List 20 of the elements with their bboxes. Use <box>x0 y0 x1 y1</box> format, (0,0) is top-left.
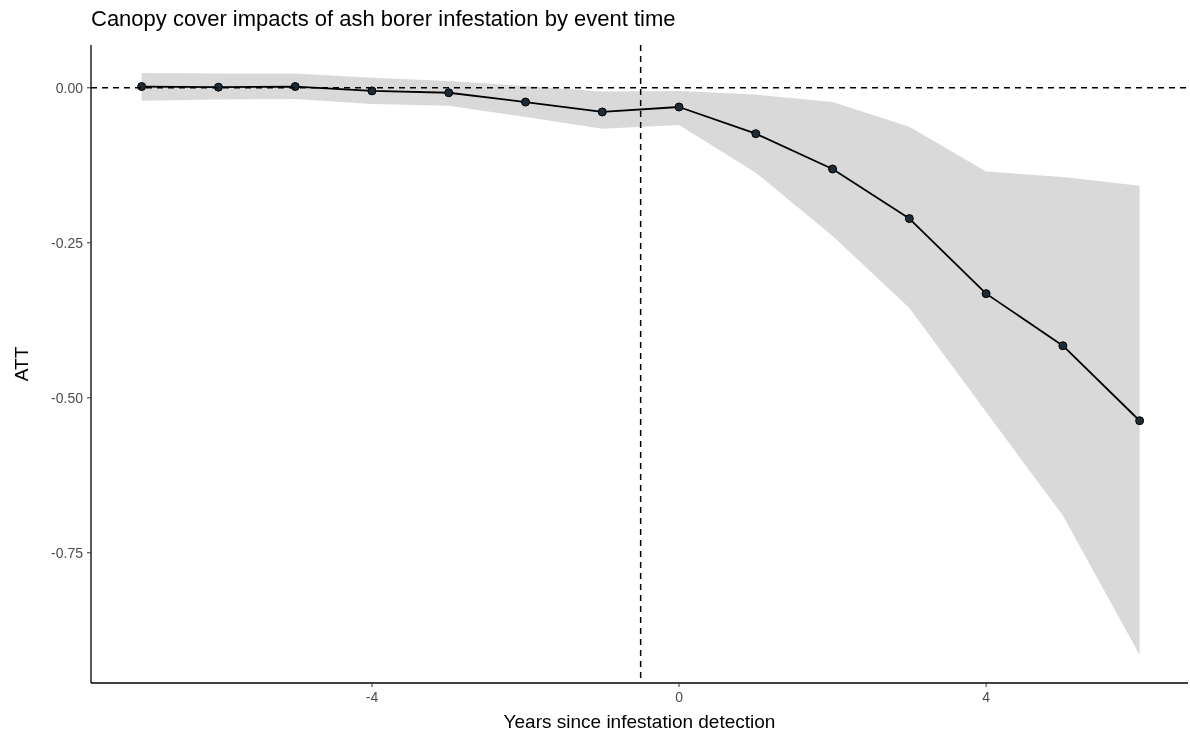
x-axis-title: Years since infestation detection <box>503 711 776 732</box>
point <box>521 97 530 107</box>
y-tick-label: -0.50 <box>51 389 84 406</box>
x-tick-label: 0 <box>675 689 684 705</box>
x-tick-label: 4 <box>982 689 991 705</box>
y-tick-label: -0.75 <box>51 544 84 561</box>
y-axis-title: ATT <box>11 346 32 382</box>
point <box>1058 341 1068 351</box>
point <box>904 214 914 224</box>
point <box>828 164 838 174</box>
point <box>751 129 761 139</box>
point <box>1135 416 1145 426</box>
chart-title: Canopy cover impacts of ash borer infestation by event time <box>91 6 676 31</box>
y-tick-label: 0.00 <box>55 79 84 96</box>
point <box>981 289 991 299</box>
y-tick-label: -0.25 <box>51 234 84 251</box>
point <box>444 88 454 98</box>
point <box>674 102 684 112</box>
x-tick-label: -4 <box>365 689 379 705</box>
point <box>597 107 607 117</box>
